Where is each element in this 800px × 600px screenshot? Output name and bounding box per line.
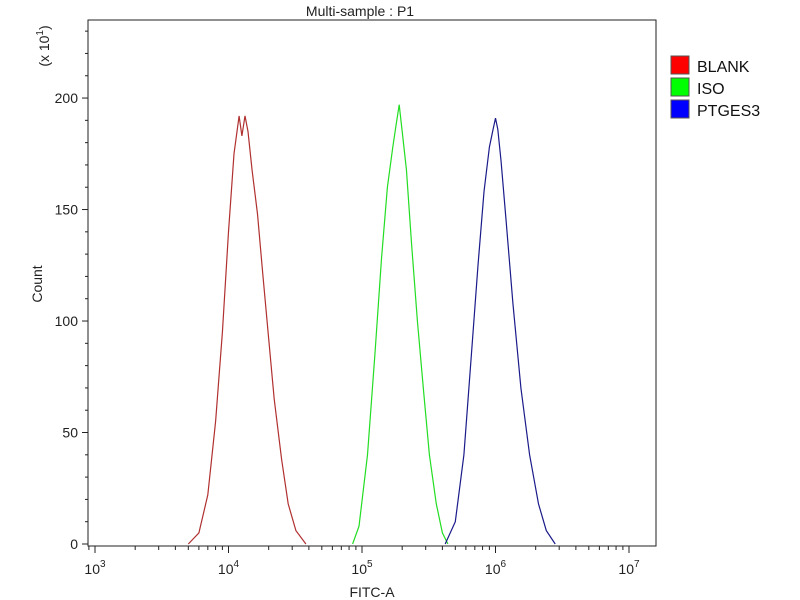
x-tick-label: 105: [351, 559, 373, 577]
legend-swatch-iso: [670, 77, 690, 97]
y-tick-label: 100: [55, 313, 79, 329]
x-tick-exponent: 3: [100, 559, 106, 570]
series-line-blank: [187, 115, 307, 545]
x-tick-base: 10: [351, 561, 367, 577]
x-tick-label: 106: [485, 559, 507, 577]
x-tick-base: 10: [84, 561, 100, 577]
y-axis-ticks: 0 50 100 150 200: [55, 30, 88, 552]
x-tick-label: 104: [218, 559, 240, 577]
x-tick-exponent: 7: [634, 559, 640, 570]
y-tick-label: 0: [70, 536, 78, 552]
legend-label-blank: BLANK: [697, 59, 750, 76]
legend-swatch-blank: [670, 55, 690, 75]
x-axis-ticks: 103 104 105 106 107: [84, 546, 640, 577]
x-tick-label: 107: [618, 559, 640, 577]
y-tick-label: 200: [55, 90, 79, 106]
x-tick-exponent: 4: [234, 559, 240, 570]
x-tick-label: 103: [84, 559, 106, 577]
x-tick-exponent: 5: [367, 559, 373, 570]
y-multiplier-exponent: 1: [35, 30, 46, 36]
x-tick-base: 10: [218, 561, 234, 577]
x-tick-base: 10: [485, 561, 501, 577]
y-axis-label: Count: [29, 265, 45, 302]
y-multiplier-close: ): [36, 25, 52, 30]
y-multiplier-label: (x 101): [35, 25, 52, 66]
series-line-ptges3: [444, 117, 556, 545]
legend: BLANK ISO PTGES3: [670, 55, 760, 120]
x-axis-label: FITC-A: [349, 584, 395, 600]
y-tick-label: 50: [62, 425, 78, 441]
chart-title: Multi-sample : P1: [306, 3, 414, 19]
svg-text:(x 101): (x 101): [35, 25, 52, 66]
legend-label-ptges3: PTGES3: [697, 103, 760, 120]
y-multiplier-base: (x 10: [36, 35, 52, 66]
x-tick-base: 10: [618, 561, 634, 577]
series-lines: [187, 104, 556, 545]
x-tick-exponent: 6: [501, 559, 507, 570]
legend-swatch-ptges3: [670, 99, 690, 119]
series-line-iso: [352, 104, 449, 545]
legend-label-iso: ISO: [697, 81, 725, 98]
plot-frame: [87, 19, 657, 547]
y-tick-label: 150: [55, 202, 79, 218]
